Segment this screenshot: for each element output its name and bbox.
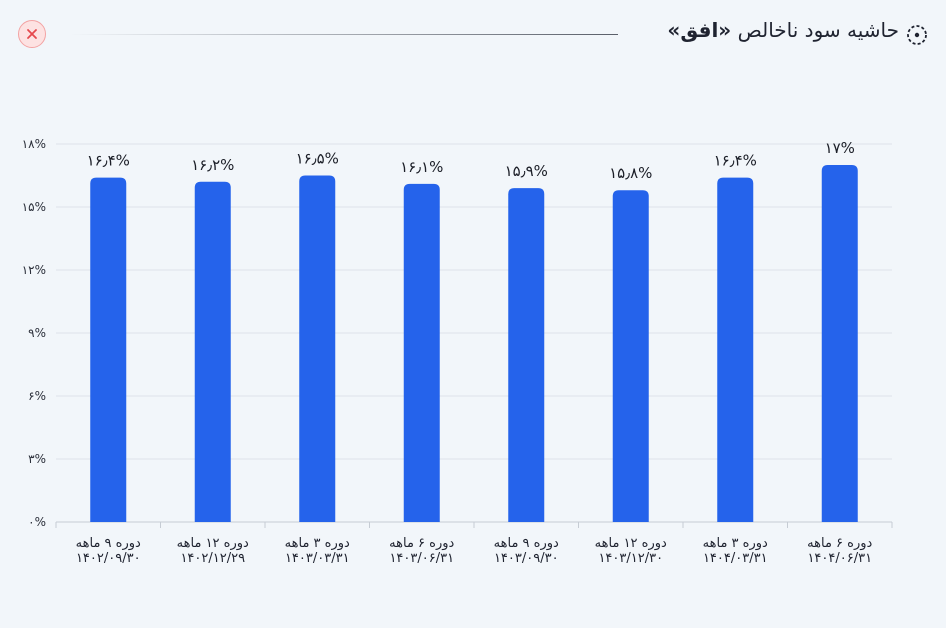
y-tick-label: ۳% (28, 452, 46, 466)
bar-value-label: ۱۶٫۲% (191, 156, 234, 174)
close-icon (27, 29, 37, 39)
y-tick-label: ۰% (28, 515, 46, 529)
header-divider (70, 34, 618, 35)
x-category-label: دوره ۳ ماهه (285, 536, 350, 551)
y-tick-label: ۱۵% (22, 200, 46, 214)
bar (403, 183, 440, 522)
x-category-label: دوره ۶ ماهه (807, 536, 872, 551)
x-category-date: ۱۴۰۲/۰۹/۳۰ (76, 551, 141, 566)
bar-value-label: ۱۶٫۵% (296, 150, 339, 168)
x-category-date: ۱۴۰۳/۰۳/۳۱ (285, 551, 350, 566)
x-category-date: ۱۴۰۳/۰۶/۳۱ (389, 551, 454, 566)
x-category-label: دوره ۹ ماهه (76, 536, 141, 551)
bar-value-label: ۱۶٫۴% (714, 152, 757, 170)
bar (717, 177, 754, 522)
y-tick-label: ۱۲% (22, 263, 46, 277)
chart-header: حاشیه سود ناخالص «افق» (0, 16, 946, 56)
x-category-label: دوره ۱۲ ماهه (595, 536, 667, 551)
bar-value-label: ۱۵٫۹% (505, 162, 548, 180)
x-category-label: دوره ۹ ماهه (494, 536, 559, 551)
x-category-date: ۱۴۰۴/۰۳/۳۱ (703, 551, 768, 566)
bar-value-label: ۱۶٫۱% (400, 158, 443, 176)
bar (508, 188, 545, 522)
bar (612, 190, 649, 522)
x-category-date: ۱۴۰۳/۱۲/۳۰ (598, 551, 663, 566)
y-tick-label: ۱۸% (22, 137, 46, 151)
bar (90, 177, 127, 522)
chart-title-symbol: «افق» (667, 18, 732, 42)
close-button[interactable] (18, 20, 46, 48)
x-category-label: دوره ۶ ماهه (389, 536, 454, 551)
target-icon (907, 25, 927, 45)
bar-value-label: ۱۵٫۸% (609, 164, 652, 182)
bar (821, 165, 858, 522)
x-category-date: ۱۴۰۳/۰۹/۳۰ (494, 551, 559, 566)
y-tick-label: ۹% (28, 326, 46, 340)
x-category-label: دوره ۳ ماهه (703, 536, 768, 551)
bar (299, 175, 336, 522)
x-category-label: دوره ۱۲ ماهه (177, 536, 249, 551)
chart-title-text: حاشیه سود ناخالص (731, 18, 899, 42)
chart-title: حاشیه سود ناخالص «افق» (667, 18, 899, 42)
bar-value-label: ۱۶٫۴% (87, 152, 130, 170)
bar (194, 181, 231, 523)
x-category-date: ۱۴۰۲/۱۲/۲۹ (180, 551, 245, 566)
x-category-date: ۱۴۰۴/۰۶/۳۱ (807, 551, 872, 566)
bar-value-label: ۱۷% (825, 139, 855, 157)
y-tick-label: ۶% (28, 389, 46, 403)
